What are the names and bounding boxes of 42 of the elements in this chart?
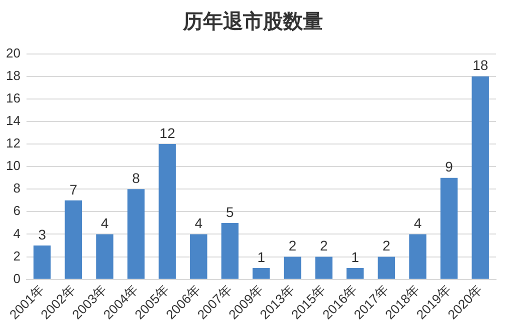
data-label: 9 xyxy=(445,158,454,175)
bar xyxy=(409,234,426,279)
data-label: 1 xyxy=(257,248,266,265)
bar xyxy=(64,200,82,279)
bar xyxy=(315,256,332,279)
bar xyxy=(378,256,396,279)
bar xyxy=(221,222,239,279)
data-label: 4 xyxy=(194,215,203,232)
y-tick-label: 2 xyxy=(13,248,20,264)
data-label: 3 xyxy=(38,226,46,242)
bar xyxy=(34,246,51,279)
data-label: 8 xyxy=(132,170,140,186)
y-tick-label: 14 xyxy=(6,113,20,128)
data-label: 5 xyxy=(226,204,234,220)
y-tick-label: 12 xyxy=(6,136,20,151)
bar xyxy=(346,268,364,279)
bar xyxy=(190,234,208,279)
data-label: 4 xyxy=(414,215,422,232)
y-tick-label: 8 xyxy=(13,180,20,196)
bar xyxy=(284,256,302,279)
y-tick-label: 20 xyxy=(6,45,20,60)
data-label: 4 xyxy=(100,215,109,232)
bar xyxy=(252,268,270,279)
bar xyxy=(127,189,145,279)
y-tick-label: 18 xyxy=(6,68,20,83)
bar xyxy=(440,178,458,279)
y-tick-label: 6 xyxy=(13,203,20,218)
bar xyxy=(472,76,489,279)
y-tick-label: 16 xyxy=(6,90,20,106)
data-label: 2 xyxy=(382,238,391,254)
y-tick-label: 10 xyxy=(6,158,20,174)
data-label: 2 xyxy=(320,238,328,254)
chart-title: 历年退市股数量 xyxy=(182,8,324,35)
bar xyxy=(158,144,176,279)
data-label: 1 xyxy=(351,248,360,265)
data-label: 12 xyxy=(160,124,176,141)
data-label: 2 xyxy=(288,238,297,254)
data-label: 18 xyxy=(472,57,488,74)
y-tick-label: 4 xyxy=(13,226,20,241)
data-label: 7 xyxy=(70,181,78,198)
y-tick-label: 0 xyxy=(13,270,20,286)
bar xyxy=(96,234,114,279)
